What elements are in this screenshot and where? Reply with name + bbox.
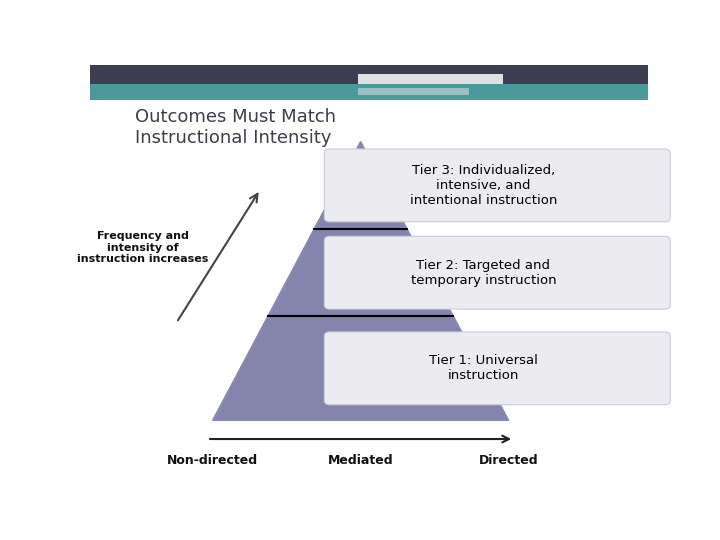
Text: Tier 1: Universal
instruction: Tier 1: Universal instruction [429,354,538,382]
Text: Mediated: Mediated [328,454,393,467]
FancyBboxPatch shape [358,88,469,94]
Text: Non-directed: Non-directed [167,454,258,467]
Text: Directed: Directed [479,454,539,467]
Text: Tier 3: Individualized,
intensive, and
intentional instruction: Tier 3: Individualized, intensive, and i… [410,164,557,207]
Polygon shape [213,141,508,420]
FancyBboxPatch shape [90,65,648,84]
Text: Frequency and
intensity of
instruction increases: Frequency and intensity of instruction i… [77,231,209,265]
Text: Tier 2: Targeted and
temporary instruction: Tier 2: Targeted and temporary instructi… [410,259,557,287]
Text: Instructional Intensity: Instructional Intensity [135,129,331,147]
FancyBboxPatch shape [90,84,648,100]
Polygon shape [268,229,454,316]
Polygon shape [213,316,508,420]
FancyBboxPatch shape [358,75,503,84]
FancyBboxPatch shape [324,237,670,309]
FancyBboxPatch shape [324,332,670,404]
Polygon shape [315,141,407,229]
Text: Outcomes Must Match: Outcomes Must Match [135,109,336,126]
FancyBboxPatch shape [324,149,670,222]
